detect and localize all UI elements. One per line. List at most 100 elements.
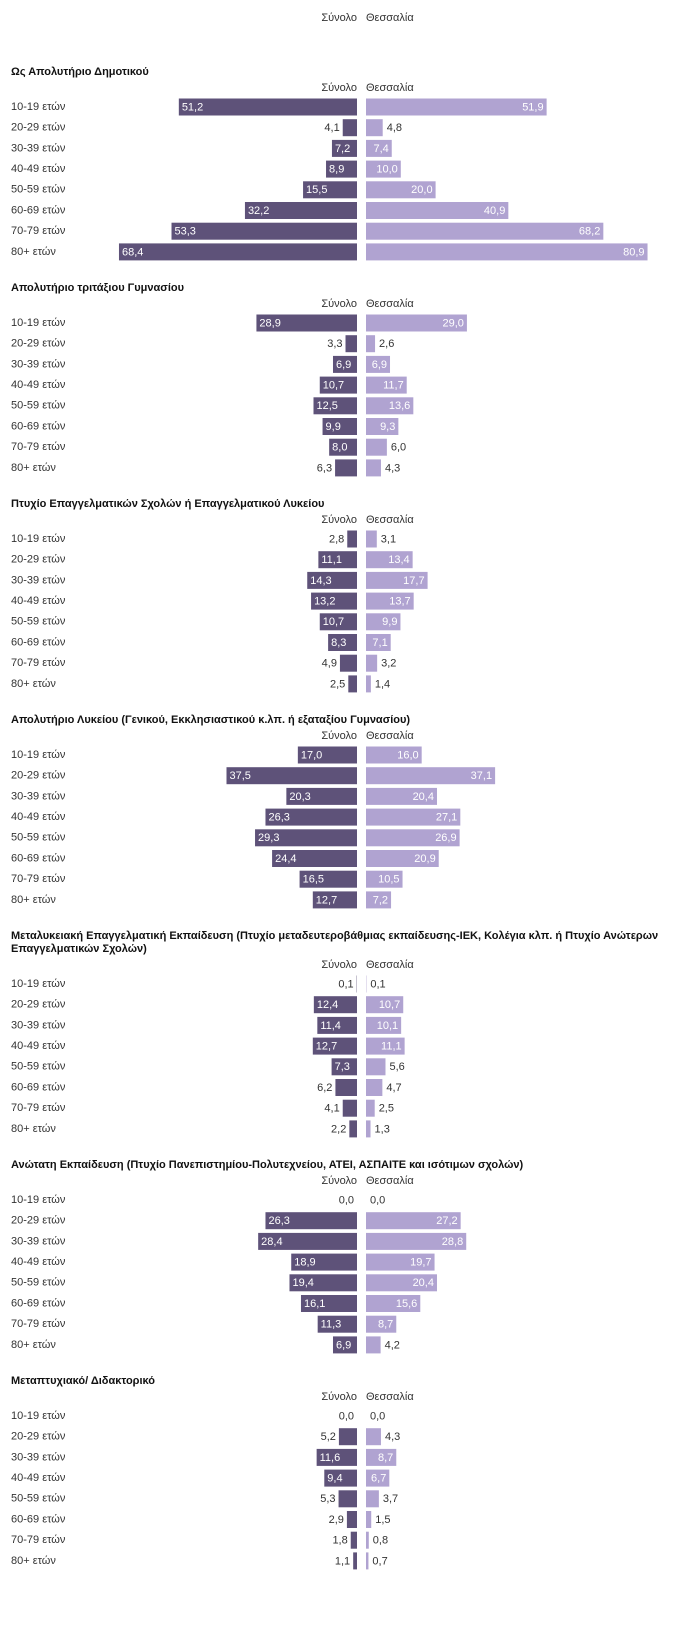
row-label: 30-39 ετών (11, 142, 66, 154)
value-label: 0,7 (372, 1555, 387, 1567)
bar (118, 243, 357, 261)
value-label: 6,9 (372, 359, 387, 371)
row-label: 30-39 ετών (11, 358, 66, 370)
bar (366, 314, 467, 332)
bar (338, 1490, 357, 1508)
bar (346, 1511, 357, 1528)
value-label: 1,8 (332, 1535, 347, 1547)
value-label: 7,2 (373, 894, 388, 906)
bar (331, 1058, 357, 1076)
row-label: 70-79 ετών (11, 1318, 66, 1330)
bar (307, 571, 357, 589)
bar (366, 139, 392, 157)
value-label: 8,3 (331, 637, 346, 649)
value-label: 2,5 (379, 1103, 394, 1115)
value-label: 16,5 (303, 874, 324, 886)
row-label: 70-79 ετών (11, 225, 66, 237)
value-label: 80,9 (623, 246, 644, 258)
value-label: 0,0 (370, 1194, 385, 1206)
value-label: 24,4 (275, 853, 296, 865)
value-label: 68,2 (579, 226, 600, 238)
bar (335, 1079, 357, 1096)
bar (366, 634, 391, 651)
value-label: 17,0 (301, 749, 322, 761)
value-label: 27,1 (436, 812, 457, 824)
bar (366, 1511, 372, 1528)
bar (311, 592, 357, 610)
value-label: 0,0 (339, 1194, 354, 1206)
value-label: 4,3 (385, 1431, 400, 1443)
value-label: 10,1 (377, 1020, 398, 1032)
bar (300, 1295, 357, 1312)
bar (348, 675, 357, 693)
bar (366, 222, 604, 240)
row-label: 80+ ετών (11, 1123, 56, 1135)
value-label: 5,2 (321, 1431, 336, 1443)
value-label: 17,7 (403, 575, 424, 587)
row-label: 50-59 ετών (11, 1061, 66, 1073)
value-label: 6,0 (391, 442, 406, 454)
row-label: 30-39 ετών (11, 1235, 66, 1247)
value-label: 11,7 (383, 380, 404, 392)
bar (366, 98, 547, 116)
panel-chart: Σύνολο Θεσσαλία 10-19 ετών 28,9 29,0 20-29 ετ… (11, 298, 467, 477)
bar (329, 438, 357, 456)
bar (366, 335, 376, 353)
panel-title: Μεταπτυχιακό/ Διδακτορικό (11, 1375, 156, 1387)
panel: Ανώτατη Εκπαίδευση (Πτυχίο Πανεπιστημίου… (0, 1159, 681, 1375)
panel-title: Ανώτατη Εκπαίδευση (Πτυχίο Πανεπιστημίου… (11, 1159, 524, 1171)
bar (366, 808, 461, 826)
bar (366, 891, 392, 909)
value-label: 12,5 (317, 400, 338, 412)
bar (366, 243, 648, 261)
bar (312, 1037, 357, 1055)
series-header: Θεσσαλία (366, 514, 414, 526)
bar (317, 1016, 357, 1034)
row-label: 30-39 ετών (11, 790, 66, 802)
value-label: 28,8 (442, 1236, 463, 1248)
value-label: 9,4 (327, 1473, 342, 1485)
value-label: 9,9 (382, 616, 397, 628)
value-label: 6,2 (317, 1082, 332, 1094)
value-label: 4,2 (385, 1339, 400, 1351)
panel-title: Απολυτήριο Λυκείου (Γενικού, Εκκλησιαστι… (11, 714, 411, 726)
value-label: 18,9 (294, 1257, 315, 1269)
value-label: 2,2 (331, 1123, 346, 1135)
value-label: 20,4 (413, 1277, 434, 1289)
row-label: 40-49 ετών (11, 595, 66, 607)
panel-title: Ως Απολυτήριο Δημοτικού (11, 66, 149, 78)
bar (366, 160, 401, 178)
value-label: 27,2 (436, 1215, 457, 1227)
row-label: 20-29 ετών (11, 554, 66, 566)
bar (366, 1099, 375, 1117)
value-label: 11,4 (320, 1020, 341, 1032)
panel-chart: Σύνολο Θεσσαλία 10-19 ετών 0,0 0,0 20-29 ετών… (11, 1175, 467, 1354)
value-label: 0,0 (370, 1410, 385, 1422)
value-label: 13,4 (388, 554, 409, 566)
series-header: Σύνολο (321, 1391, 357, 1403)
value-label: 32,2 (248, 205, 269, 217)
row-label: 20-29 ετών (11, 999, 66, 1011)
bar (244, 202, 357, 219)
bar (256, 314, 357, 332)
value-label: 5,6 (389, 1061, 404, 1073)
row-label: 10-19 ετών (11, 1410, 66, 1422)
value-label: 13,6 (389, 400, 410, 412)
value-label: 6,9 (336, 1339, 351, 1351)
row-label: 60-69 ετών (11, 852, 66, 864)
bar (366, 870, 403, 888)
bar (258, 1232, 357, 1250)
bar (366, 746, 422, 764)
bar (366, 571, 428, 589)
bar (328, 634, 357, 651)
bar (366, 1232, 467, 1250)
value-label: 0,1 (370, 978, 385, 990)
panel-chart: Σύνολο Θεσσαλία 10-19 ετών 0,0 0,0 20-29 ετών… (11, 1391, 414, 1570)
value-label: 4,9 (322, 658, 337, 670)
series-header: Σύνολο (321, 1175, 357, 1187)
value-label: 3,3 (327, 338, 342, 350)
panel: Απολυτήριο τριτάξιου Γυμνασίου Σύνολο Θεσσ… (0, 282, 681, 498)
bar (326, 160, 357, 178)
value-label: 4,8 (387, 122, 402, 134)
